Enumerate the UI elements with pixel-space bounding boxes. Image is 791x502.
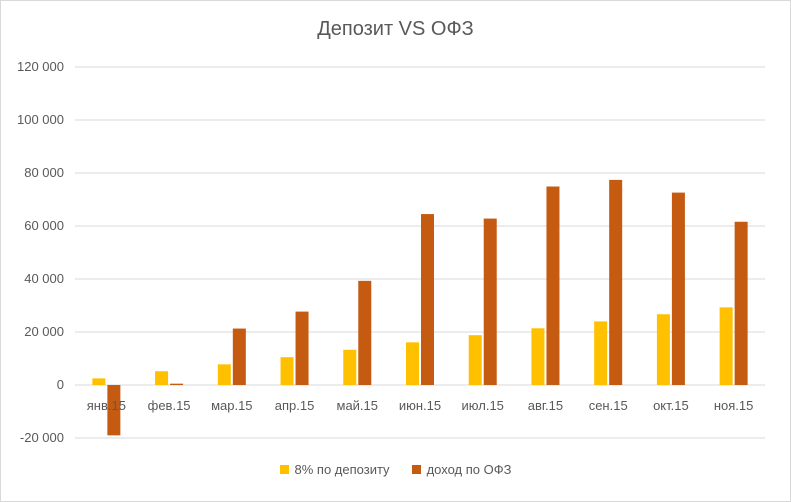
bar-deposit [406,342,419,385]
bar-deposit [280,357,294,385]
chart-title: Депозит VS ОФЗ [317,18,474,40]
x-tick-label: ноя.15 [714,398,754,413]
x-tick-label: май.15 [337,398,379,413]
y-tick-label: -20 000 [20,430,64,445]
bar-deposit [656,314,670,385]
legend-item-deposit: 8% по депозиту [279,462,390,477]
bar-deposit [217,364,231,385]
bar-ofz [734,221,748,385]
bar-ofz [170,383,184,385]
legend-swatch-deposit [279,465,289,474]
y-tick-label: 80 000 [24,165,64,180]
y-tick-label: 120 000 [17,59,64,74]
x-tick-label: июн.15 [399,398,441,413]
legend-swatch-ofz [411,465,421,474]
legend-item-ofz: доход по ОФЗ [411,462,512,477]
x-tick-label: июл.15 [462,398,504,413]
bar-ofz [358,280,372,385]
legend-label-deposit: 8% по депозиту [294,462,390,477]
x-tick-label: авг.15 [528,398,563,413]
bar-ofz [546,186,560,385]
legend-label-ofz: доход по ОФЗ [426,462,512,477]
x-tick-label: фев.15 [148,398,191,413]
bar-deposit [719,307,733,385]
bar-deposit [343,349,357,385]
x-tick-label: янв.15 [87,398,126,413]
bar-deposit [92,378,106,385]
bar-ofz [295,311,309,385]
legend: 8% по депозиту доход по ОФЗ [0,462,791,477]
bar-deposit [531,328,545,385]
bar-deposit [155,371,169,385]
x-tick-label: мар.15 [211,398,252,413]
x-tick-label: окт.15 [653,398,689,413]
bar-ofz [671,192,685,385]
bar-deposit [468,335,482,385]
y-tick-label: 100 000 [17,112,64,127]
bar-ofz [107,385,121,436]
y-tick-label: 60 000 [24,218,64,233]
bar-ofz [421,214,434,385]
x-tick-label: апр.15 [275,398,315,413]
y-tick-label: 40 000 [24,271,64,286]
bar-ofz [232,328,246,385]
x-tick-label: сен.15 [589,398,628,413]
bar-deposit [594,321,608,385]
y-tick-label: 0 [57,377,64,392]
bar-ofz [609,179,623,385]
bar-ofz [483,218,497,385]
y-tick-label: 20 000 [24,324,64,339]
